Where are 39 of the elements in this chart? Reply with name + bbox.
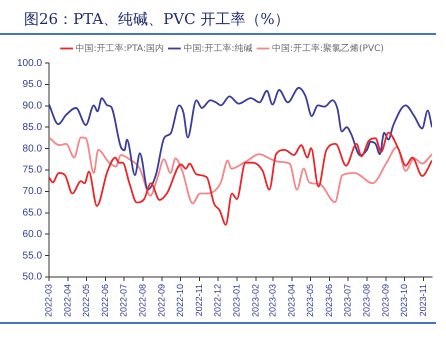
x-tick-label: 2023-03	[268, 284, 278, 317]
x-tick-label: 2023-08	[361, 284, 372, 317]
y-tick-label: 60.0	[22, 228, 42, 240]
x-tick-label: 2022-11	[194, 284, 204, 316]
y-tick-label: 95.0	[22, 79, 42, 90]
x-tick-label: 2023-06	[324, 284, 334, 317]
line-series	[49, 132, 432, 226]
legend-label: 中国:开工率:PTA:国内	[76, 42, 164, 54]
x-tick-label: 2022-05	[80, 284, 91, 317]
x-tick-label: 2022-03	[44, 284, 54, 317]
line-series	[49, 136, 432, 204]
x-tick-label: 2022-10	[174, 284, 185, 317]
y-tick-label: 90.0	[22, 100, 42, 112]
y-tick-label: 100.0	[16, 58, 42, 69]
x-tick-label: 2023-09	[380, 284, 390, 317]
legend-label: 中国:开工率:纯碱	[183, 42, 252, 54]
chart-title: 图26：PTA、纯碱、PVC 开工率（%）	[24, 10, 290, 29]
x-tick-label: 2022-07	[118, 284, 128, 317]
y-tick-label: 75.0	[22, 164, 42, 176]
x-tick-label: 2022-06	[100, 284, 110, 317]
y-tick-label: 80.0	[22, 143, 42, 154]
legend-label: 中国:开工率:聚氯乙烯(PVC)	[272, 42, 384, 54]
x-tick-label: 2022-09	[156, 284, 166, 317]
x-tick-label: 2023-07	[342, 284, 352, 317]
x-tick-label: 2023-01	[231, 284, 242, 317]
x-tick-label: 2023-04	[286, 284, 297, 317]
y-tick-label: 85.0	[22, 122, 42, 133]
y-tick-label: 65.0	[22, 208, 42, 219]
x-tick-label: 2023-02	[250, 284, 260, 317]
y-tick-label: 55.0	[22, 250, 42, 262]
x-tick-label: 2022-12	[212, 284, 222, 317]
x-tick-label: 2023-11	[418, 284, 428, 316]
y-tick-label: 70.0	[22, 186, 42, 198]
line-series	[49, 86, 432, 191]
x-tick-label: 2022-04	[62, 284, 73, 317]
x-tick-label: 2023-05	[304, 284, 315, 317]
y-tick-label: 50.0	[22, 272, 42, 283]
x-tick-label: 2023-10	[398, 284, 409, 317]
x-tick-label: 2022-08	[137, 284, 148, 317]
